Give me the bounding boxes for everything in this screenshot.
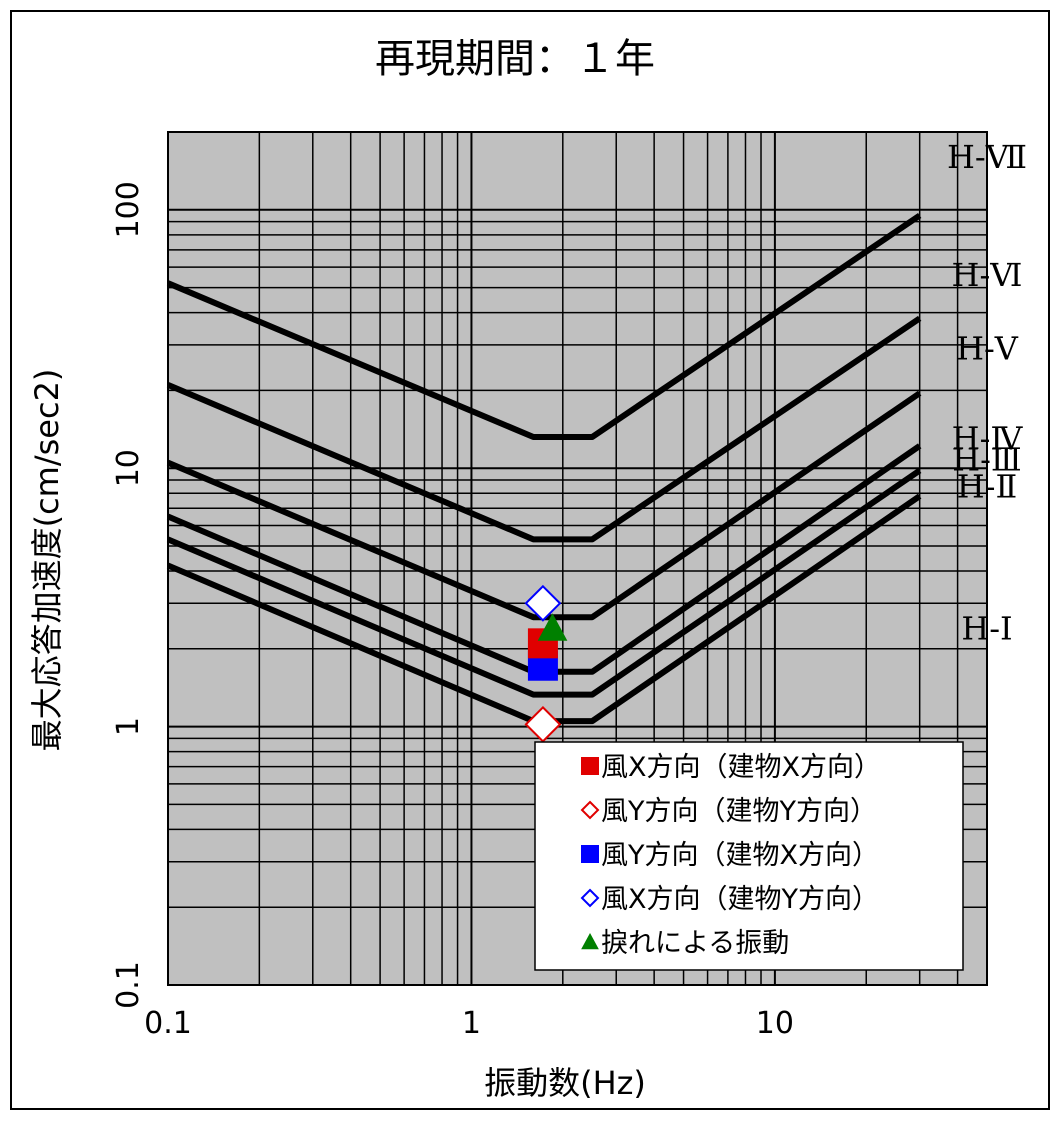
curve-line [166, 493, 922, 725]
x-tick-label: 0.1 [144, 1006, 192, 1041]
y-axis-label: 最大応答加速度(cm/sec2) [28, 369, 66, 752]
y-tick-label: 0.1 [111, 961, 146, 1009]
legend: 風X方向（建物X方向） 風Y方向（建物Y方向） 風Y方向（建物X方向） 風X方向（建物… [534, 741, 964, 971]
legend-label: 風X方向（建物Y方向） [601, 884, 879, 915]
curve-label: H-Ⅱ [957, 467, 1017, 505]
y-tick-label: 1 [111, 717, 146, 736]
x-tick-label: 1 [462, 1006, 481, 1041]
y-tick-label: 10 [111, 449, 146, 487]
data-point-diamond [524, 584, 562, 622]
curve-line [166, 443, 922, 675]
legend-marker [581, 757, 599, 775]
curve-label: H-Ⅶ [947, 138, 1027, 176]
legend-label: 捩れによる振動 [601, 928, 789, 959]
grid-lines [168, 132, 987, 985]
curve-label: H-Ⅳ [952, 420, 1024, 458]
legend-marker [580, 800, 600, 820]
legend-label: 風Y方向（建物Y方向） [601, 796, 877, 827]
legend-box [534, 741, 964, 971]
plot-border [167, 131, 988, 986]
curve-label: H-Ⅵ [952, 256, 1023, 294]
curve-label: H-Ⅲ [952, 441, 1022, 479]
curve-line [166, 390, 922, 621]
curve-line [166, 468, 922, 698]
curve-label: H-Ⅰ [961, 609, 1012, 647]
legend-label: 風Y方向（建物X方向） [601, 840, 879, 871]
y-tick-label: 100 [111, 181, 146, 238]
data-point-triangle [537, 613, 568, 641]
legend-marker [580, 888, 600, 908]
legend-marker [581, 845, 599, 863]
legend-label: 風X方向（建物X方向） [601, 752, 881, 783]
x-axis-label: 振動数(Hz) [484, 1064, 646, 1102]
x-tick-label: 10 [756, 1006, 794, 1041]
curve-line [166, 315, 922, 543]
legend-marker [581, 932, 599, 950]
curve-line [166, 213, 922, 440]
curve-label: H-Ⅴ [956, 330, 1019, 368]
chart-title: 再現期間：１年 [375, 36, 655, 82]
